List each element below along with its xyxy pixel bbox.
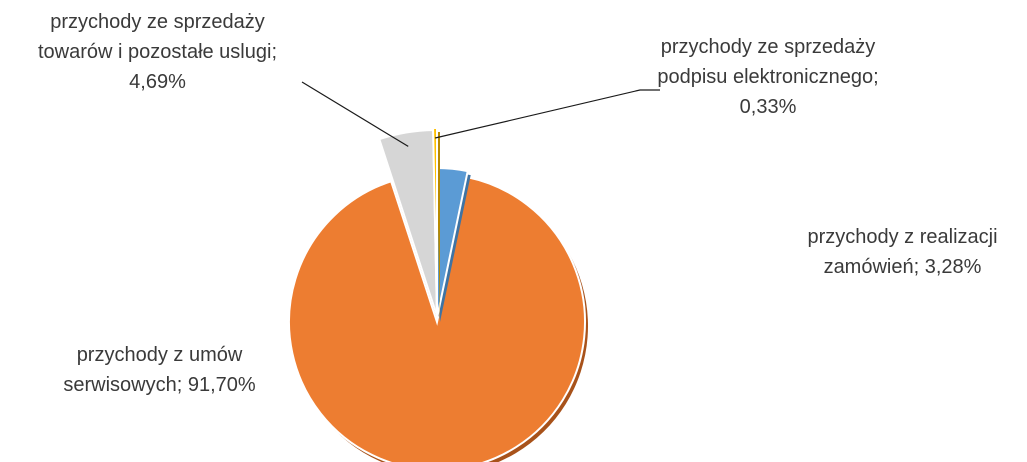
label-towary-line-2: towarów i pozostałe uslugi; xyxy=(37,41,277,63)
slice-podpis-elektroniczny xyxy=(432,126,438,319)
leader-lines xyxy=(301,81,660,147)
slice-umowy-serwisowe xyxy=(288,175,586,462)
label-umowy-serwisowe: przychody z umów serwisowych; 91,70% xyxy=(32,340,287,400)
label-realizacji-line-2: zamówień; 3,28% xyxy=(823,256,982,278)
leader-line-podpis xyxy=(434,89,660,139)
label-podpis-line-1: przychody ze sprzedaży xyxy=(660,36,876,58)
label-podpis-line-3: 0,33% xyxy=(739,96,797,118)
label-serwis-line-2: serwisowych; 91,70% xyxy=(63,374,256,396)
label-podpis-line-2: podpisu elektronicznego; xyxy=(657,66,879,88)
label-realizacji-line-1: przychody z realizacji xyxy=(807,226,998,248)
label-towary-line-3: 4,69% xyxy=(129,71,186,93)
label-serwis-line-1: przychody z umów xyxy=(76,344,243,366)
pie-slices xyxy=(288,126,588,462)
label-towary-line-1: przychody ze sprzedaży xyxy=(50,11,265,33)
label-realizacja-zamowien: przychody z realizacji zamówień; 3,28% xyxy=(780,222,1025,282)
label-podpis-elektroniczny: przychody ze sprzedaży podpisu elektroni… xyxy=(638,32,898,122)
label-towary-uslugi: przychody ze sprzedaży towarów i pozosta… xyxy=(0,7,315,97)
leader-line-towary xyxy=(301,81,409,147)
